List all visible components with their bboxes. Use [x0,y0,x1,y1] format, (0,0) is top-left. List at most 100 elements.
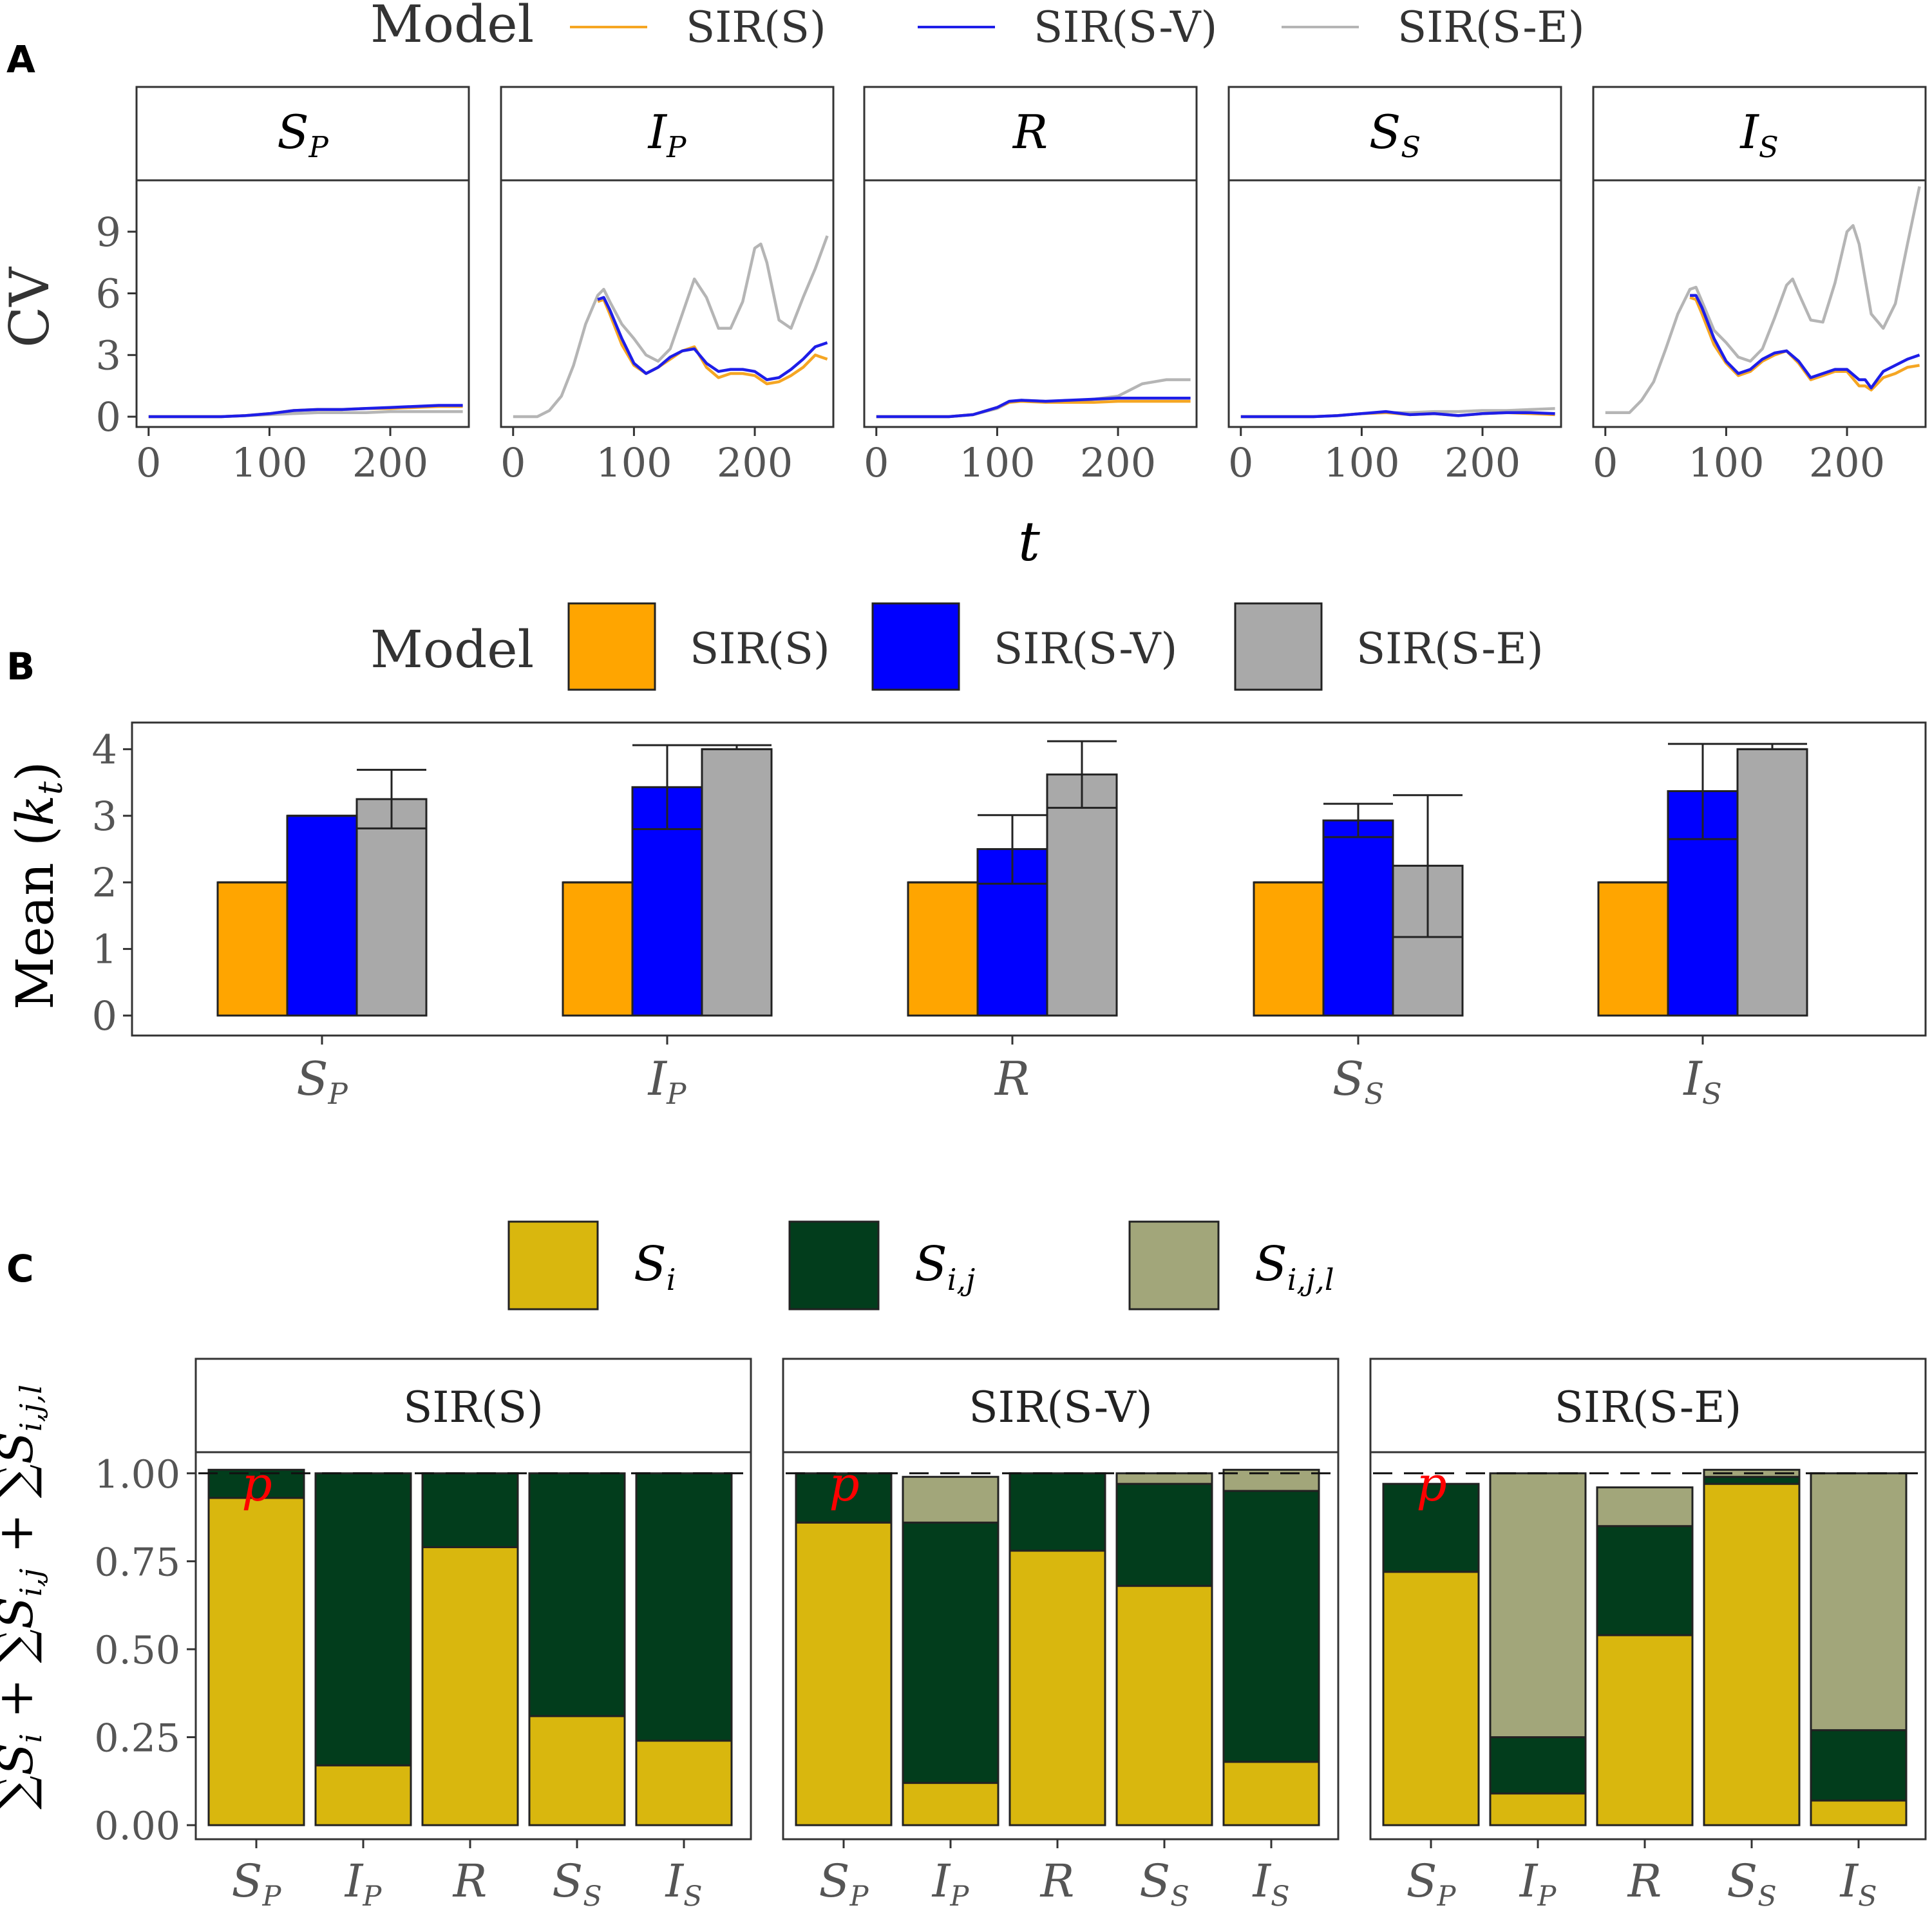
facet-a-frame-1 [500,179,835,428]
bar-c-0-IP-0 [314,1764,412,1826]
facet-a-SP: SP 0 100 200 [135,86,470,486]
bar-c-1-IP-1 [902,1521,999,1784]
bar-c-2-R-0 [1596,1634,1694,1826]
legend-b-key-2 [1234,602,1323,691]
bar-b-SP-1 [286,815,358,1017]
facet-a-IP: IP 0 100 200 [500,86,835,486]
facet-c-0: SIR(S) SP IP R SS IS p [194,1358,752,1912]
x-tick-label-a-1-0: 0 [500,439,526,486]
bar-c-0-SS-1 [528,1472,626,1718]
bar-c-1-SS-0 [1115,1585,1213,1826]
bar-c-0-IP-1 [314,1472,412,1766]
x-tick-label-a-1-2: 200 [717,439,793,486]
facet-a-IS: IS 0 100 200 [1592,86,1927,486]
bar-b-R-0 [907,881,979,1017]
x-tick-label-c-0-R: R [452,1855,488,1907]
x-tick-label-b-IP: IP [647,1052,687,1111]
facet-c-strip-label-2: SIR(S-E) [1555,1383,1742,1432]
bar-c-1-IP-0 [902,1782,999,1826]
facet-c-frame-1 [782,1451,1340,1841]
legend-b-key-0 [567,602,656,691]
panel-letter-a: A [6,37,35,81]
panel-a-line-chart: Model SIR(S) SIR(S-V) SIR(S-E) SP0 100 200 IP… [0,0,1927,573]
facet-a-frame-0 [135,179,470,428]
y-axis-a: 0 3 6 9 [96,209,137,440]
bar-c-0-R-1 [421,1472,519,1549]
legend-c-key-2 [1128,1220,1220,1311]
facet-c-2: SIR(S-E) SP IP R SS IS p [1369,1358,1927,1912]
facet-c-strip-label-1: SIR(S-V) [969,1383,1152,1432]
bar-c-2-IS-2 [1810,1472,1908,1732]
x-tick-label-c-0-IP: IP [344,1855,383,1912]
svg-text:Mean (kt): Mean (kt) [5,761,70,1010]
svg-text:∑Si + ∑Si,j + ∑Si,j,l: ∑Si + ∑Si,j + ∑Si,j,l [0,1385,48,1810]
x-tick-label-a-4-1: 100 [1688,439,1764,486]
legend-c-key-0 [507,1220,599,1311]
bar-c-1-IP-2 [902,1475,999,1524]
bar-group-b-IS [1597,743,1808,1017]
x-tick-label-c-1-IP: IP [931,1855,970,1912]
bar-c-1-IS-2 [1222,1468,1320,1492]
facet-a-R: R 0 100 200 [863,86,1198,486]
legend-b-label-0: SIR(S) [690,624,830,674]
facet-a-strip-label-1: IP [647,105,687,164]
annotation-p-c-2: p [1416,1457,1446,1512]
x-tick-label-c-0-IS: IS [664,1855,702,1912]
panel-b-bar-chart: Model SIR(S) SIR(S-V) SIR(S-E) 0 1 2 3 4 SP IP R… [5,602,1927,1111]
x-tick-label-b-R: R [994,1052,1030,1106]
line-a-IS-SIR(S) [1689,296,1920,392]
y-tick-label-c-0: 0.00 [94,1804,180,1849]
bar-c-2-IS-1 [1810,1729,1908,1802]
panel-c-stacked-bar-chart: Si Si,j Si,j,l SIR(S) SP IP R SS IS p SIR(S-V) SP I… [0,1220,1927,1912]
line-a-SS-SIR(S-V) [1240,410,1555,419]
y-axis-b-label: Mean (kt) [5,761,70,1010]
legend-a: SIR(S) SIR(S-V) SIR(S-E) [570,3,1585,52]
x-axis-b: SP IP R SS IS [296,1036,1722,1111]
bar-group-b-SP [216,768,428,1017]
legend-c-label-1: Si,j [914,1236,975,1297]
x-tick-label-b-IS: IS [1682,1052,1721,1111]
y-tick-label-b-2: 2 [92,859,117,906]
bar-c-0-IS-1 [635,1472,733,1742]
legend-a-label-2: SIR(S-E) [1397,3,1585,52]
bar-group-b-SS [1253,794,1464,1017]
legend-b-label-1: SIR(S-V) [994,624,1177,674]
facet-a-strip-4 [1592,86,1927,182]
facet-c-frame-0 [194,1451,752,1841]
x-tick-label-c-1-IS: IS [1251,1855,1289,1912]
x-tick-label-a-3-0: 0 [1228,439,1253,486]
line-a-IP-SIR(S-E) [513,235,829,419]
y-tick-label-a-1: 3 [96,332,121,379]
facet-c-strip-2 [1369,1358,1927,1453]
bar-c-1-SP-1 [795,1472,893,1524]
panel-b-frame [131,721,1927,1037]
bar-c-1-IS-0 [1222,1761,1320,1826]
x-tick-label-b-SS: SS [1332,1052,1384,1111]
x-tick-label-a-0-1: 100 [231,439,307,486]
facets-a: SP 0 100 200 IP 0 100 200 R 0 100 200 SS 0 100 200 IS 0 10… [135,86,1927,486]
facet-c-frame-2 [1369,1451,1927,1841]
facet-a-frame-4 [1592,179,1927,428]
y-axis-c: 0.00 0.25 0.50 0.75 1.00 [94,1452,196,1849]
facet-a-strip-label-3: SS [1369,105,1421,164]
legend-c: Si Si,j Si,j,l [507,1220,1334,1311]
bar-c-0-SP-0 [207,1497,305,1826]
bar-c-1-IS-1 [1222,1490,1320,1763]
x-tick-label-a-4-0: 0 [1593,439,1618,486]
bar-c-1-SS-1 [1115,1482,1213,1587]
x-tick-label-b-SP: SP [296,1052,348,1111]
annotation-p-c-0: p [242,1457,272,1512]
x-tick-label-c-2-IP: IP [1519,1855,1557,1912]
x-tick-label-c-0-SS: SS [552,1855,601,1912]
line-a-IP-SIR(S) [597,298,828,386]
legend-a-title: Model [370,0,534,54]
line-a-IP-SIR(S-V) [597,296,828,381]
x-tick-label-c-1-R: R [1039,1855,1075,1907]
y-tick-label-a-0: 0 [96,393,121,440]
line-a-IS-SIR(S-V) [1690,294,1920,390]
facet-a-frame-2 [863,179,1198,428]
legend-b: SIR(S) SIR(S-V) SIR(S-E) [567,602,1544,691]
bar-c-1-R-1 [1009,1472,1106,1552]
y-axis-a-label: CV [0,267,61,348]
